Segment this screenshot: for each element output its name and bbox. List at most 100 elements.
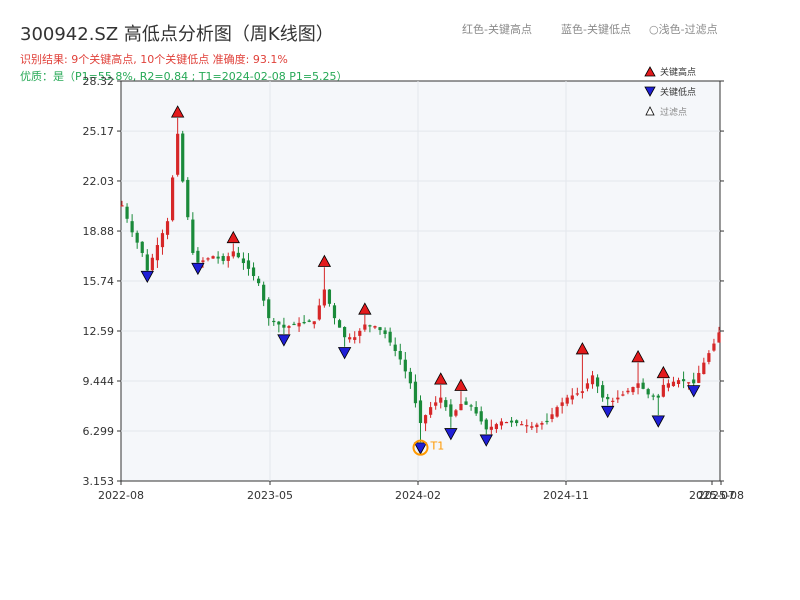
high-marker — [317, 254, 332, 267]
candle-body — [429, 407, 433, 415]
low-marker — [444, 428, 458, 441]
candle-body — [236, 252, 240, 258]
candle-body — [150, 257, 154, 271]
legend-filtered-icon — [645, 106, 655, 116]
candle-body — [130, 221, 134, 233]
candle-body — [474, 407, 478, 414]
y-tick-label: 15.74 — [83, 275, 115, 288]
high-marker — [226, 230, 240, 244]
candle-body — [368, 325, 372, 327]
candle-body — [449, 404, 453, 417]
high-marker — [631, 350, 645, 363]
candle-body — [343, 326, 347, 338]
x-tick-label: 2023-05 — [247, 489, 293, 502]
t1-ring — [412, 439, 429, 456]
candle-body — [398, 350, 402, 360]
candle-body — [282, 324, 286, 328]
candle-body — [327, 289, 332, 304]
candle-body — [671, 381, 676, 387]
y-tick-label: 28.32 — [83, 75, 115, 88]
candle-body — [262, 284, 266, 301]
candle-body — [363, 324, 367, 330]
candle-body — [216, 256, 220, 259]
low-marker — [687, 385, 701, 398]
candle-body — [621, 394, 625, 396]
candle-body — [292, 323, 296, 326]
legend-box: 关键高点 关键低点 过滤点 — [644, 66, 696, 118]
candle-body — [661, 384, 665, 397]
candle-body — [601, 385, 605, 398]
candle-body — [176, 133, 180, 175]
candle-body — [631, 387, 635, 393]
candle-body — [717, 332, 721, 343]
candle-body — [676, 380, 681, 385]
candle-body — [201, 260, 205, 262]
candle-body — [317, 305, 321, 320]
candle-body — [393, 344, 397, 351]
candle-body — [540, 423, 544, 425]
candle-body — [651, 395, 655, 397]
candle-body — [439, 397, 443, 403]
candle-body — [181, 133, 185, 182]
candle-body — [520, 424, 524, 426]
candle-body — [246, 260, 251, 269]
candle-body — [494, 424, 498, 430]
candle-body — [160, 233, 165, 248]
candle-body — [287, 326, 291, 328]
candle-body — [636, 383, 640, 388]
high-marker — [454, 378, 468, 391]
candles — [120, 117, 721, 443]
candle-body — [585, 383, 590, 389]
candle-body — [332, 305, 337, 319]
high-marker — [358, 302, 372, 315]
candle-body — [170, 177, 175, 221]
candle-body — [535, 424, 539, 428]
candle-body — [692, 379, 696, 384]
candle-body — [165, 221, 170, 235]
y-axis: 3.153 6.299 9.444 12.59 15.74 18.88 22.03 25.17… — [83, 75, 724, 488]
candle-body — [590, 375, 595, 385]
candle-body — [616, 397, 620, 400]
candle-body — [595, 377, 600, 387]
legend-top-blue: 蓝色-关键低点 — [561, 23, 631, 36]
y-tick-label: 12.59 — [83, 325, 115, 338]
candle-body — [666, 383, 671, 388]
t1-label: T1 — [430, 440, 445, 453]
candle-body — [191, 219, 195, 253]
candle-body — [489, 426, 493, 430]
candle-body — [707, 353, 711, 362]
candle-body — [459, 403, 463, 411]
candle-body — [373, 326, 377, 328]
candle-body — [560, 402, 564, 406]
legend-high-label: 关键高点 — [660, 66, 696, 78]
candle-body — [555, 407, 559, 417]
candle-body — [267, 299, 271, 319]
candle-body — [125, 206, 129, 219]
candle-body — [656, 395, 660, 398]
candle-body — [120, 205, 124, 207]
candle-body — [712, 343, 716, 351]
legend-low-icon — [644, 86, 656, 97]
candle-body — [297, 322, 301, 327]
candle-body — [383, 330, 387, 335]
candle-body — [322, 289, 326, 306]
candle-body — [454, 410, 458, 416]
candle-body — [545, 420, 549, 423]
candle-body — [418, 400, 423, 424]
candle-body — [702, 362, 706, 375]
candle-body — [646, 389, 650, 395]
high-marker — [656, 365, 671, 379]
candle-body — [231, 251, 235, 257]
candle-body — [140, 241, 144, 253]
candle-body — [257, 278, 261, 284]
candle-body — [565, 397, 569, 404]
x-axis: 2022-08 2023-05 2024-02 2024-11 2025-072025-… — [98, 481, 744, 502]
low-marker — [413, 442, 428, 455]
x-tick-label: 2024-11 — [543, 489, 589, 502]
candle-body — [277, 321, 281, 325]
candle-body — [484, 419, 488, 430]
candle-body — [575, 393, 579, 395]
y-tick-label: 9.444 — [83, 375, 115, 388]
markers: T1 — [140, 105, 701, 456]
